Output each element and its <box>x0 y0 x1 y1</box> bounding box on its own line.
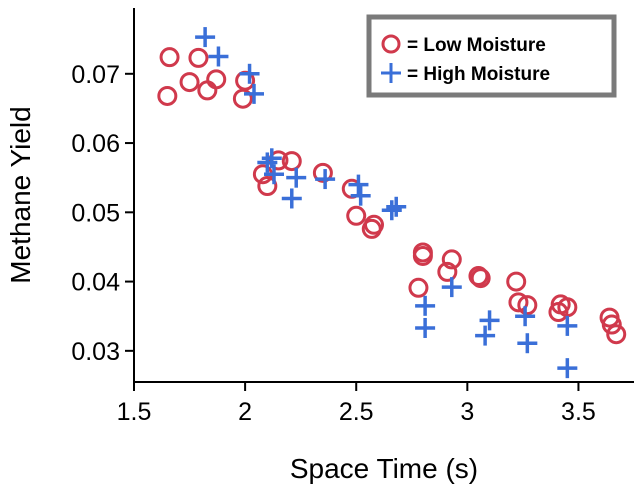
y-tick-label: 0.03 <box>71 338 120 366</box>
low-moisture-point <box>257 175 278 196</box>
legend-label-low-moisture: = Low Moisture <box>407 35 546 56</box>
low-moisture-point <box>179 72 200 93</box>
low-moisture-point <box>159 47 180 68</box>
low-moisture-point <box>508 292 529 313</box>
low-moisture-point <box>441 249 462 270</box>
high-moisture-point <box>415 317 436 338</box>
low-moisture-point <box>157 85 178 106</box>
low-moisture-point <box>557 297 578 318</box>
data-markers <box>157 27 627 379</box>
high-moisture-point <box>195 27 216 48</box>
low-moisture-point <box>468 266 489 287</box>
low-moisture-point <box>281 151 302 172</box>
low-moisture-point <box>408 277 429 298</box>
y-axis-ticks: 0.03 0.04 0.05 0.06 0.07 <box>71 61 134 366</box>
high-moisture-point <box>264 164 284 185</box>
low-moisture-point <box>197 80 218 101</box>
high-moisture-point <box>515 306 536 327</box>
x-tick-label: 3 <box>460 398 474 426</box>
high-moisture-point <box>557 315 578 336</box>
low-moisture-point <box>268 150 289 171</box>
legend-marker-low-moisture <box>381 34 401 54</box>
legend-label-high-moisture: = High Moisture <box>407 64 550 85</box>
low-moisture-point <box>346 205 367 226</box>
high-moisture-point <box>208 46 229 67</box>
low-moisture-point <box>470 268 491 289</box>
low-moisture-point <box>606 324 627 345</box>
high-moisture-point <box>286 167 307 188</box>
x-tick-label: 2.5 <box>339 398 374 426</box>
low-moisture-point <box>364 214 384 235</box>
plot-area <box>133 8 634 383</box>
x-axis-ticks: 1.5 2 2.5 3 3.5 <box>117 382 596 426</box>
low-moisture-point <box>517 295 538 316</box>
y-tick-label: 0.05 <box>71 199 120 227</box>
high-moisture-point <box>479 310 500 331</box>
high-moisture-point <box>386 196 407 217</box>
low-moisture-point <box>412 245 433 266</box>
low-moisture-point <box>312 162 333 183</box>
x-tick-label: 1.5 <box>117 398 152 426</box>
high-moisture-point <box>350 185 371 206</box>
high-moisture-point <box>415 295 436 316</box>
low-moisture-point <box>188 47 209 68</box>
high-moisture-point <box>261 148 282 169</box>
high-moisture-point <box>315 169 336 190</box>
high-moisture-point <box>348 174 369 195</box>
high-moisture-point <box>244 83 264 104</box>
high-moisture-point <box>239 63 260 84</box>
y-tick-label: 0.07 <box>71 61 120 89</box>
high-moisture-point <box>557 358 578 379</box>
high-moisture-point <box>381 200 402 221</box>
x-axis-title: Space Time (s) <box>290 453 478 484</box>
legend: = Low Moisture = High Moisture <box>366 14 617 98</box>
y-tick-label: 0.06 <box>71 130 120 158</box>
high-moisture-point <box>441 277 462 298</box>
high-moisture-point <box>517 333 538 354</box>
high-moisture-point <box>281 188 302 209</box>
legend-box <box>366 14 617 98</box>
high-moisture-point <box>257 152 278 173</box>
low-moisture-point <box>206 69 227 90</box>
x-tick-label: 2 <box>238 398 252 426</box>
y-tick-label: 0.04 <box>71 269 120 297</box>
low-moisture-point <box>601 314 622 335</box>
x-tick-label: 3.5 <box>561 398 596 426</box>
high-moisture-point <box>475 325 496 346</box>
y-axis-title: Methane Yield <box>5 106 36 283</box>
legend-marker-high-moisture <box>381 63 401 83</box>
low-moisture-point <box>506 271 527 292</box>
low-moisture-point <box>437 261 458 282</box>
